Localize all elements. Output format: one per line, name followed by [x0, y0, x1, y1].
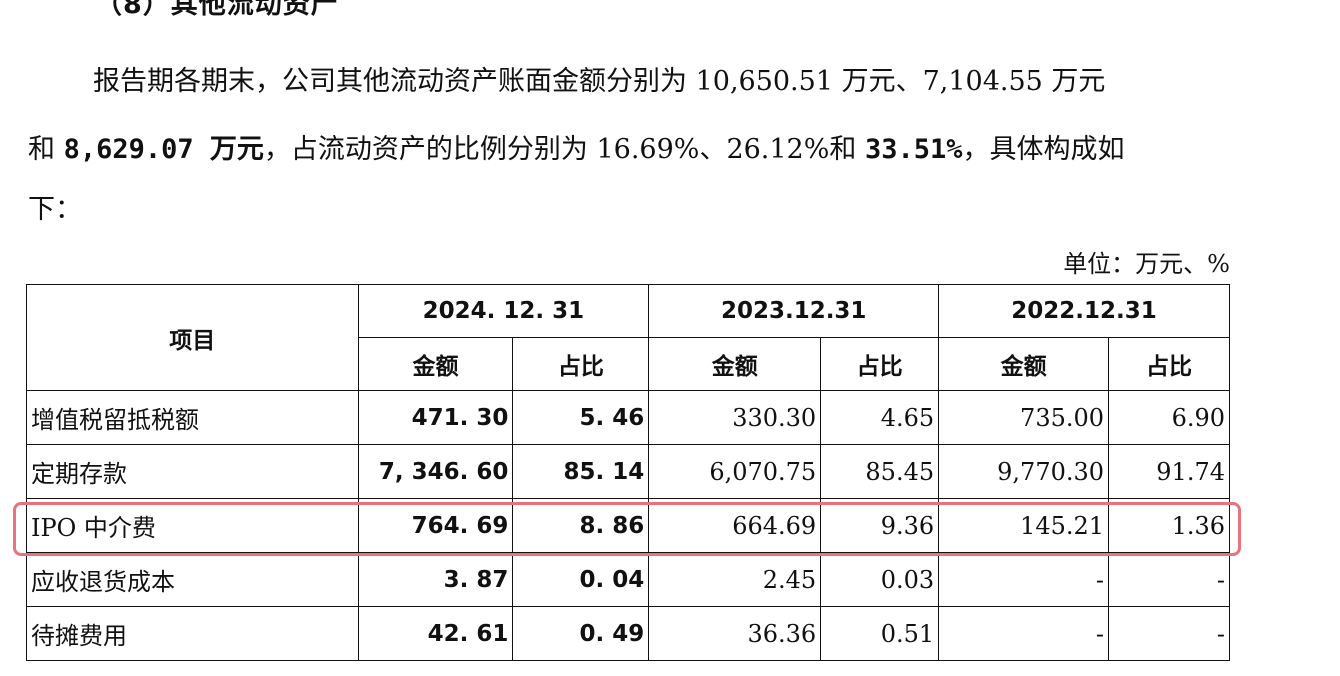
subheader-ratio: 占比: [512, 337, 650, 391]
table-row: 增值税留抵税额 471. 30 5. 46 330.30 4.65 735.00…: [26, 390, 1230, 445]
subheader-amount: 金额: [938, 337, 1110, 391]
cell-value: -: [1108, 606, 1230, 661]
cell-value: -: [938, 606, 1110, 661]
unit-label: 单位：万元、%: [1063, 250, 1230, 278]
header-item: 项目: [26, 284, 359, 391]
cell-value: 85. 14: [512, 444, 650, 499]
cell-value: -: [1108, 552, 1230, 607]
cell-value: 4.65: [820, 390, 940, 445]
subheader-amount: 金额: [357, 337, 514, 391]
paragraph-text: 和: [28, 134, 64, 165]
cell-value: 9,770.30: [938, 444, 1110, 499]
header-period-2024: 2024. 12. 31: [357, 284, 650, 338]
table-row: 应收退货成本 3. 87 0. 04 2.45 0.03 - -: [26, 552, 1230, 607]
cell-value: 3. 87: [357, 552, 514, 607]
header-period-2023: 2023.12.31: [648, 284, 940, 338]
row-label: IPO 中介费: [26, 498, 359, 553]
cell-value: 0. 04: [512, 552, 650, 607]
cell-value: 664.69: [648, 498, 822, 553]
paragraph-line-1: 报告期各期末，公司其他流动资产账面金额分别为 10,650.51 万元、7,10…: [93, 66, 1106, 97]
cell-value: 764. 69: [357, 498, 514, 553]
cell-value: 145.21: [938, 498, 1110, 553]
cell-value: 1.36: [1108, 498, 1230, 553]
cell-value: 7, 346. 60: [357, 444, 514, 499]
subheader-ratio: 占比: [820, 337, 940, 391]
table-row-highlighted: IPO 中介费 764. 69 8. 86 664.69 9.36 145.21…: [26, 498, 1230, 553]
paragraph-line-3: 下：: [28, 194, 82, 225]
header-period-2022: 2022.12.31: [938, 284, 1230, 338]
other-current-assets-table: 项目 2024. 12. 31 2023.12.31 2022.12.31 金额…: [26, 284, 1230, 661]
cell-value: 8. 86: [512, 498, 650, 553]
cell-value: 85.45: [820, 444, 940, 499]
cell-value: 0. 49: [512, 606, 650, 661]
paragraph-text: ，具体构成如: [962, 134, 1125, 165]
cell-value: 330.30: [648, 390, 822, 445]
table-row: 定期存款 7, 346. 60 85. 14 6,070.75 85.45 9,…: [26, 444, 1230, 499]
cell-value: 6.90: [1108, 390, 1230, 445]
cell-value: 42. 61: [357, 606, 514, 661]
paragraph-bold-ratio: 33.51%: [864, 134, 963, 165]
section-heading: （8）其他流动资产: [95, 0, 339, 20]
row-label: 待摊费用: [26, 606, 359, 661]
paragraph-line-2: 和 8,629.07 万元，占流动资产的比例分别为 16.69%、26.12%和…: [28, 116, 1230, 184]
table-header-row: 项目 2024. 12. 31 2023.12.31 2022.12.31: [26, 284, 1230, 391]
row-label: 增值税留抵税额: [26, 390, 359, 445]
row-label: 定期存款: [26, 444, 359, 499]
row-label: 应收退货成本: [26, 552, 359, 607]
cell-value: 36.36: [648, 606, 822, 661]
table-row: 待摊费用 42. 61 0. 49 36.36 0.51 - -: [26, 606, 1230, 661]
subheader-amount: 金额: [648, 337, 822, 391]
cell-value: 0.03: [820, 552, 940, 607]
cell-value: 9.36: [820, 498, 940, 553]
cell-value: 471. 30: [357, 390, 514, 445]
cell-value: 735.00: [938, 390, 1110, 445]
paragraph-text: ，占流动资产的比例分别为 16.69%、26.12%和: [263, 134, 865, 165]
cell-value: 5. 46: [512, 390, 650, 445]
cell-value: 2.45: [648, 552, 822, 607]
cell-value: 91.74: [1108, 444, 1230, 499]
subheader-ratio: 占比: [1108, 337, 1230, 391]
cell-value: -: [938, 552, 1110, 607]
paragraph-bold-amount: 8,629.07 万元: [63, 134, 264, 165]
cell-value: 0.51: [820, 606, 940, 661]
cell-value: 6,070.75: [648, 444, 822, 499]
